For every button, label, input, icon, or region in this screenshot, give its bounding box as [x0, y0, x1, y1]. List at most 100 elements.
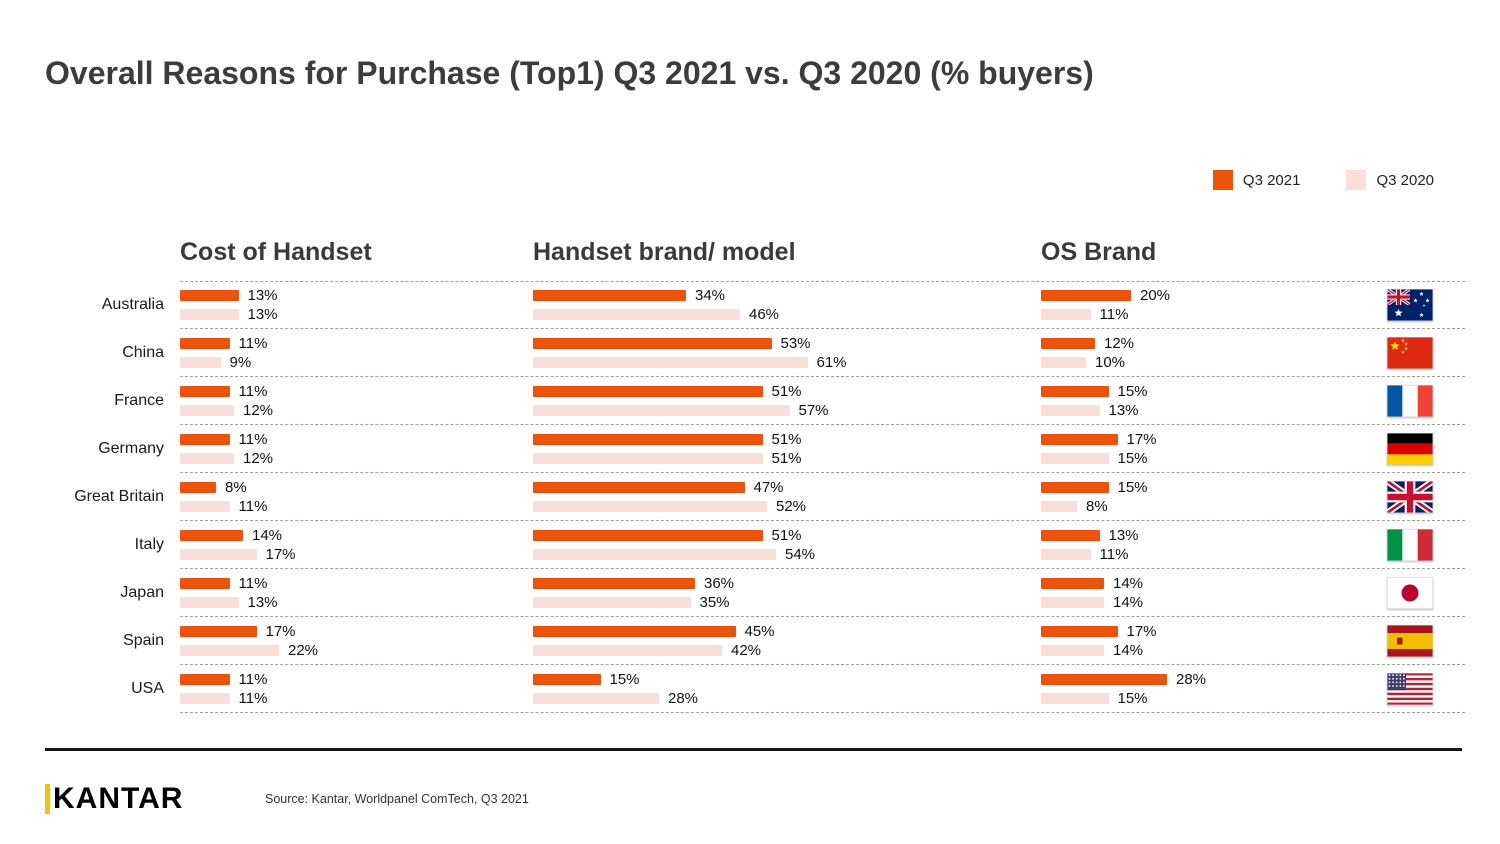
bar-q3-2021: [1041, 626, 1118, 637]
bar-line: 15%: [1041, 479, 1387, 496]
bar-q3-2020: [533, 405, 790, 416]
bar-q3-2021: [180, 290, 239, 301]
country-label: Germany: [98, 440, 164, 457]
flag-cell-spain: [1387, 625, 1465, 657]
logo-text: KANTAR: [53, 782, 184, 815]
bar-value-label: 8%: [225, 479, 247, 496]
bar-q3-2021: [180, 674, 230, 685]
bar-value-label: 52%: [776, 498, 807, 515]
bar-line: 47%: [533, 479, 1041, 496]
bar-q3-2020: [533, 453, 763, 464]
chart-row-usa: USA 11% 11% 15% 28% 28% 15%: [45, 665, 1465, 713]
legend-label-q3-2021: Q3 2021: [1242, 171, 1301, 189]
bar-group-italy-col1: 51% 54%: [533, 527, 1041, 563]
bar-line: 11%: [180, 498, 533, 515]
flag-cell-japan: [1387, 577, 1465, 609]
bar-q3-2020: [180, 645, 279, 656]
bar-group-germany-col1: 51% 51%: [533, 431, 1041, 467]
bar-value-label: 11%: [238, 690, 268, 707]
bar-q3-2021: [180, 578, 230, 589]
bar-q3-2021: [533, 530, 763, 541]
bar-q3-2020: [180, 501, 230, 512]
bar-line: 46%: [533, 306, 1041, 323]
bar-value-label: 53%: [780, 335, 811, 352]
flag-icon-italy: [1387, 529, 1433, 561]
bar-value-label: 11%: [238, 431, 268, 448]
bar-group-italy-col2: 13% 11%: [1041, 527, 1387, 563]
bar-line: 17%: [180, 623, 533, 640]
bar-value-label: 15%: [1117, 383, 1148, 400]
bar-group-usa-col0: 11% 11%: [180, 671, 533, 707]
bar-value-label: 61%: [816, 354, 847, 371]
bar-q3-2020: [1041, 501, 1077, 512]
bar-q3-2021: [1041, 338, 1095, 349]
kantar-logo: KANTAR: [45, 782, 183, 816]
bar-q3-2020: [533, 501, 767, 512]
legend-item-q3-2021: Q3 2021: [1212, 170, 1301, 190]
bar-line: 15%: [1041, 383, 1387, 400]
bar-line: 11%: [1041, 546, 1387, 563]
bar-q3-2020: [180, 309, 239, 320]
bar-group-australia-col1: 34% 46%: [533, 287, 1041, 323]
bar-line: 15%: [533, 671, 1041, 688]
bar-line: 11%: [180, 431, 533, 448]
bar-value-label: 13%: [1108, 402, 1139, 419]
bar-value-label: 47%: [753, 479, 784, 496]
bar-value-label: 14%: [1113, 594, 1144, 611]
flag-cell-great-britain: [1387, 481, 1465, 513]
column-headers: Cost of Handset Handset brand/ model OS …: [180, 238, 1387, 267]
bar-line: 17%: [1041, 431, 1387, 448]
country-label: Australia: [101, 296, 164, 313]
bar-line: 13%: [1041, 402, 1387, 419]
bar-value-label: 17%: [1126, 623, 1157, 640]
bar-value-label: 14%: [252, 527, 283, 544]
bar-line: 51%: [533, 450, 1041, 467]
bar-q3-2020: [533, 597, 691, 608]
bar-q3-2021: [1041, 530, 1100, 541]
bar-line: 53%: [533, 335, 1041, 352]
bar-value-label: 17%: [265, 623, 296, 640]
bar-line: 51%: [533, 431, 1041, 448]
bar-group-germany-col0: 11% 12%: [180, 431, 533, 467]
chart-row-spain: Spain 17% 22% 45% 42% 17% 14%: [45, 617, 1465, 665]
bar-q3-2020: [1041, 453, 1109, 464]
bar-group-spain-col1: 45% 42%: [533, 623, 1041, 659]
bar-group-germany-col2: 17% 15%: [1041, 431, 1387, 467]
bar-q3-2020: [533, 693, 659, 704]
bar-q3-2020: [533, 549, 776, 560]
chart-row-china: China 11% 9% 53% 61% 12% 10%: [45, 329, 1465, 377]
column-header-cost-of-handset: Cost of Handset: [180, 238, 372, 266]
bar-value-label: 46%: [749, 306, 780, 323]
bar-line: 45%: [533, 623, 1041, 640]
bar-line: 14%: [1041, 642, 1387, 659]
bar-value-label: 57%: [798, 402, 829, 419]
bar-q3-2021: [180, 434, 230, 445]
flag-cell-italy: [1387, 529, 1465, 561]
bar-line: 13%: [180, 306, 533, 323]
column-header-os-brand: OS Brand: [1041, 238, 1157, 266]
bar-q3-2021: [533, 386, 763, 397]
bar-value-label: 42%: [731, 642, 762, 659]
bar-q3-2021: [180, 626, 257, 637]
bar-line: 11%: [180, 575, 533, 592]
bar-q3-2021: [1041, 674, 1167, 685]
bar-value-label: 17%: [1126, 431, 1157, 448]
bar-line: 10%: [1041, 354, 1387, 371]
bar-value-label: 8%: [1086, 498, 1108, 515]
bar-line: 15%: [1041, 690, 1387, 707]
bar-value-label: 15%: [1117, 690, 1148, 707]
column-header-handset-brand-model: Handset brand/ model: [533, 238, 796, 266]
bar-group-france-col1: 51% 57%: [533, 383, 1041, 419]
bar-line: 11%: [1041, 306, 1387, 323]
bar-q3-2021: [1041, 386, 1109, 397]
bar-line: 13%: [1041, 527, 1387, 544]
bar-value-label: 10%: [1095, 354, 1126, 371]
bar-line: 8%: [180, 479, 533, 496]
bar-q3-2021: [1041, 482, 1109, 493]
chart-row-australia: Australia 13% 13% 34% 46% 20% 11%: [45, 281, 1465, 329]
bar-value-label: 13%: [247, 306, 278, 323]
bar-q3-2021: [533, 626, 736, 637]
bar-line: 13%: [180, 287, 533, 304]
bar-value-label: 35%: [699, 594, 730, 611]
